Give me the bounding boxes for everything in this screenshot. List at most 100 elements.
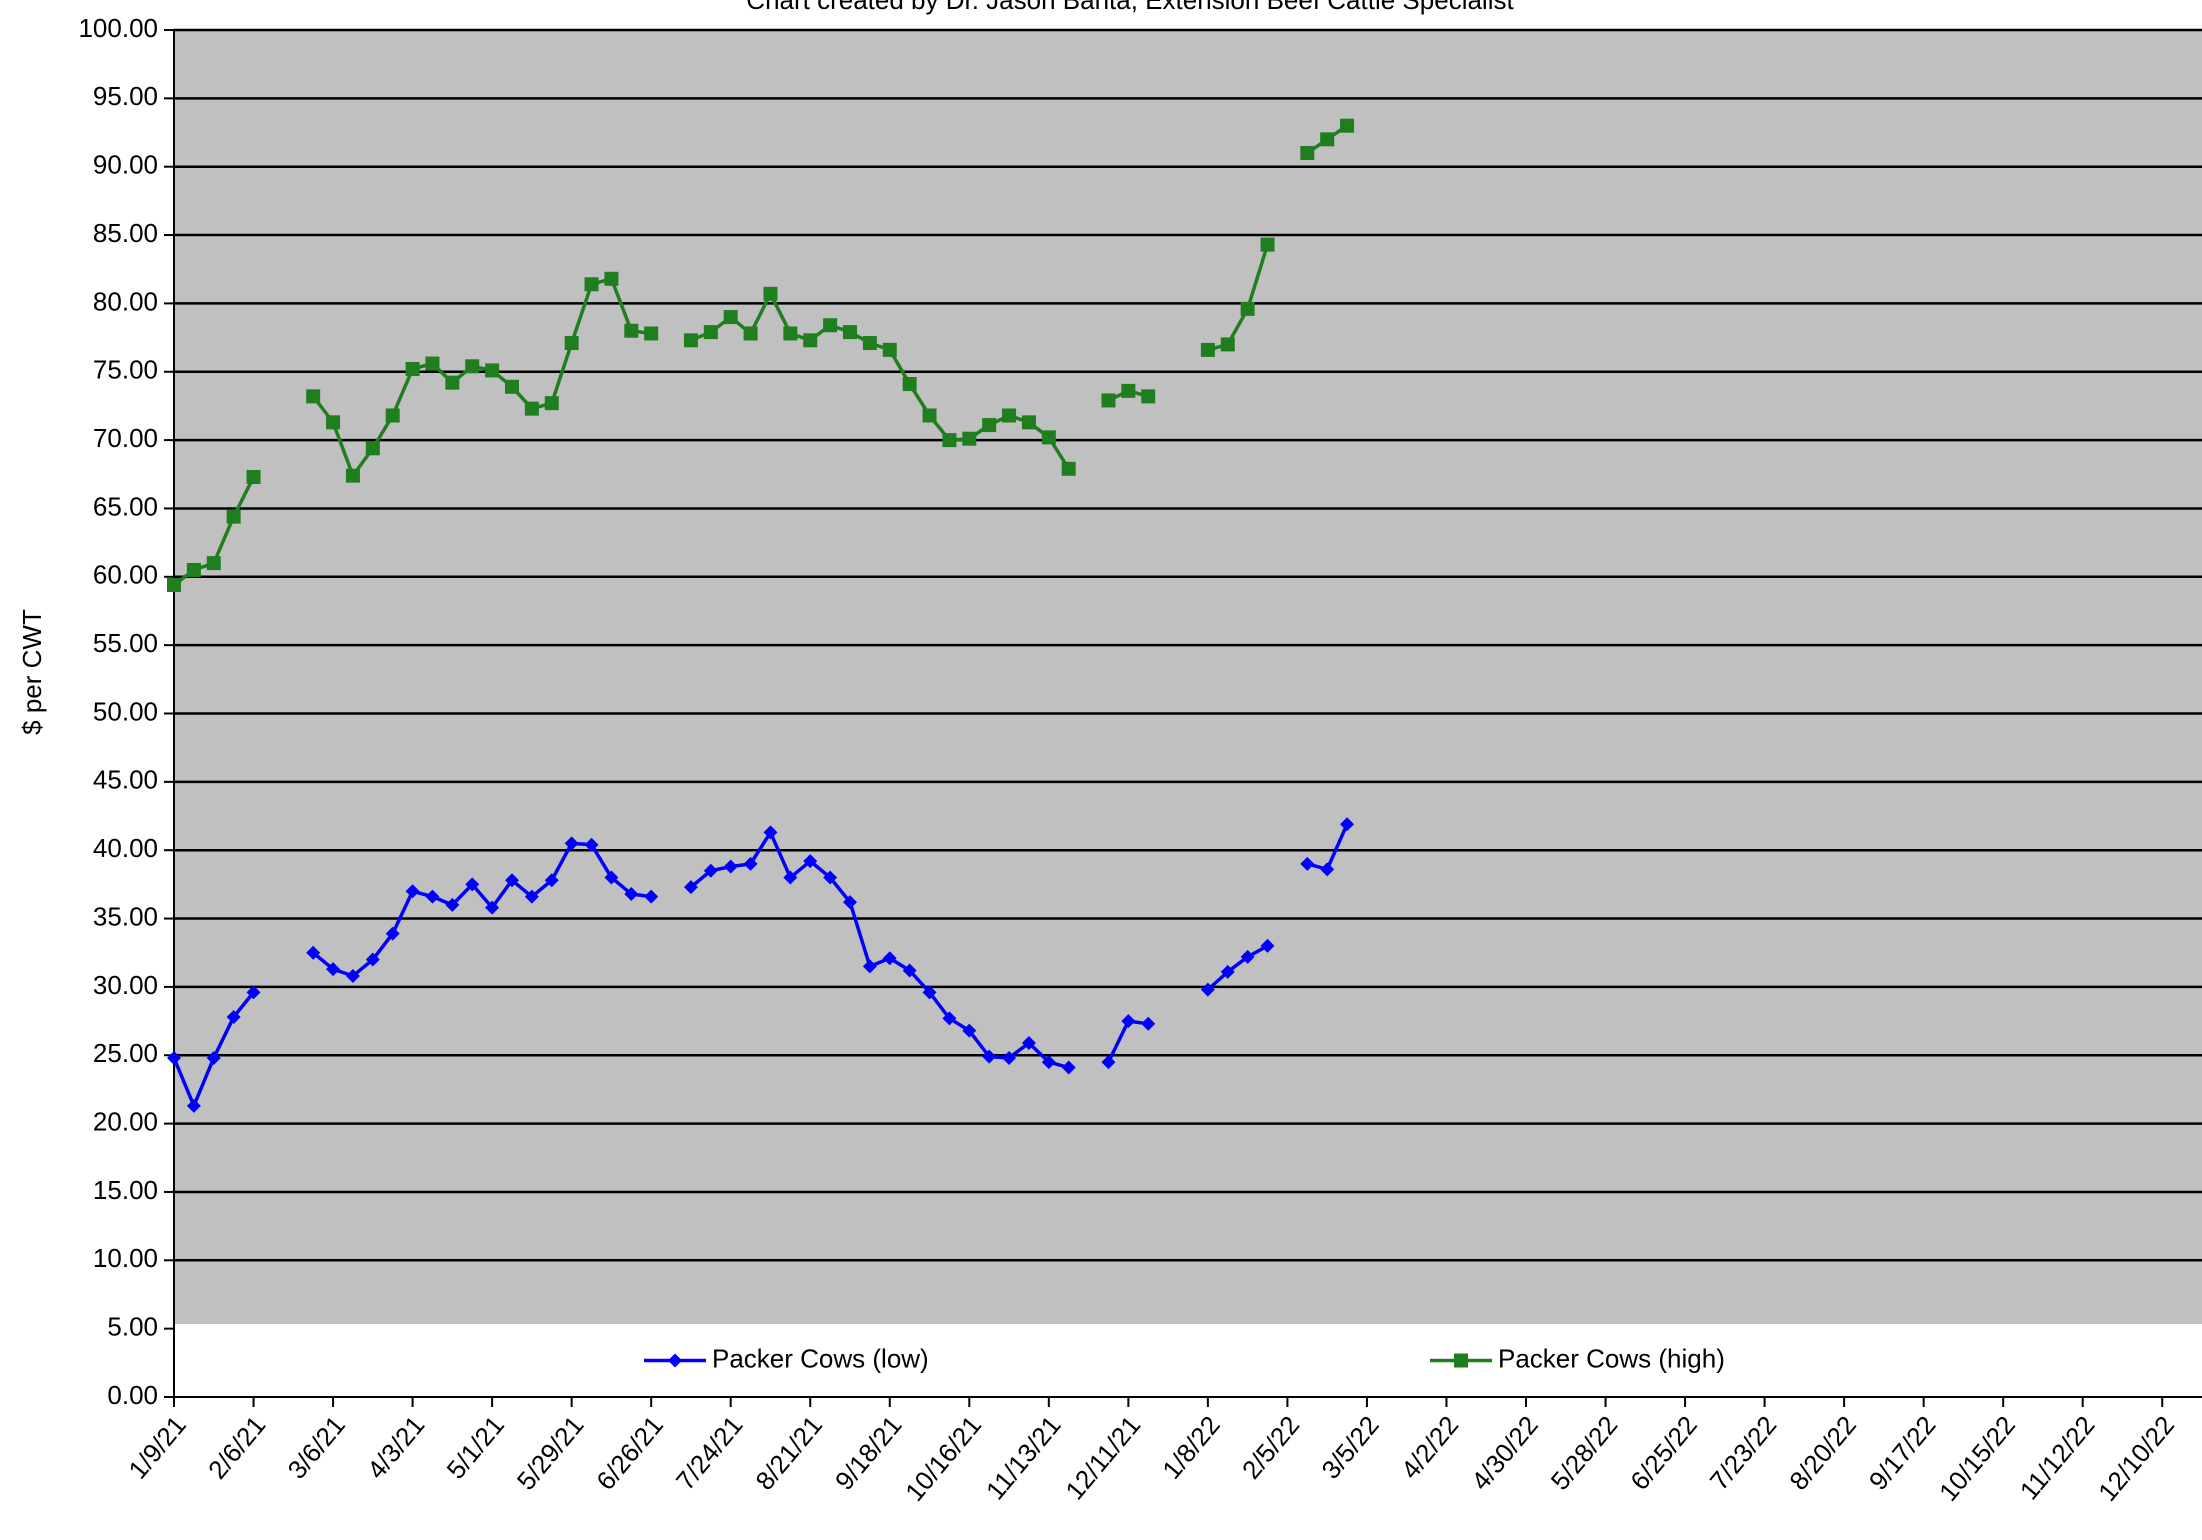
marker (1021, 1035, 1036, 1050)
marker (922, 985, 937, 1000)
marker (226, 509, 241, 524)
marker (385, 408, 400, 423)
x-tick-label: 4/2/22 (1395, 1410, 1464, 1485)
x-tick-label: 12/10/22 (2092, 1410, 2180, 1507)
marker (1061, 461, 1076, 476)
y-tick-label: 55.00 (93, 628, 158, 658)
marker (385, 926, 400, 941)
marker (922, 408, 937, 423)
marker (902, 963, 917, 978)
marker (982, 418, 997, 433)
y-tick-label: 80.00 (93, 286, 158, 316)
marker (206, 1050, 221, 1065)
marker (683, 333, 698, 348)
marker (1240, 949, 1255, 964)
marker (564, 336, 579, 351)
marker (1041, 1055, 1056, 1070)
marker (962, 1023, 977, 1038)
y-tick-label: 40.00 (93, 833, 158, 863)
marker (485, 363, 500, 378)
x-tick-label: 11/12/22 (2014, 1410, 2101, 1505)
marker (743, 326, 758, 341)
y-tick-label: 30.00 (93, 970, 158, 1000)
marker (1220, 337, 1235, 352)
x-tick-label: 4/30/22 (1465, 1410, 1544, 1496)
marker (1300, 856, 1315, 871)
marker (1340, 118, 1355, 133)
marker (1141, 389, 1156, 404)
marker (465, 877, 480, 892)
marker (902, 377, 917, 392)
marker (425, 356, 440, 371)
marker (1101, 393, 1116, 408)
x-tick-label: 6/25/22 (1624, 1410, 1703, 1496)
y-tick-label: 90.00 (93, 150, 158, 180)
marker (345, 468, 360, 483)
marker (843, 895, 857, 910)
y-tick-label: 65.00 (93, 491, 158, 521)
marker (624, 886, 639, 901)
legend-label: Packer Cows (high) (1498, 1343, 1725, 1373)
marker (1101, 1055, 1116, 1070)
marker (823, 318, 838, 333)
marker (1340, 817, 1355, 832)
marker (564, 836, 579, 851)
marker (306, 389, 321, 404)
marker (783, 326, 798, 341)
marker (445, 375, 460, 390)
marker (803, 854, 818, 869)
legend-marker (668, 1353, 682, 1368)
x-tick-label: 10/15/22 (1933, 1410, 2021, 1507)
marker (703, 863, 718, 878)
marker (962, 431, 977, 446)
marker (1320, 132, 1335, 147)
marker (465, 359, 480, 374)
x-tick-label: 7/24/21 (670, 1410, 749, 1496)
x-tick-label: 12/11/21 (1059, 1410, 1146, 1505)
x-tick-label: 11/13/21 (980, 1410, 1067, 1505)
marker (485, 900, 500, 915)
marker (882, 951, 897, 966)
legend-box (174, 1324, 2202, 1397)
marker (1041, 430, 1056, 445)
marker (1021, 415, 1036, 430)
marker (644, 889, 659, 904)
marker (405, 362, 420, 377)
marker (624, 323, 639, 338)
marker (942, 433, 957, 448)
marker (743, 856, 758, 871)
y-tick-label: 10.00 (93, 1243, 158, 1273)
marker (365, 441, 380, 456)
legend-label: Packer Cows (low) (712, 1343, 929, 1373)
x-tick-label: 8/21/21 (749, 1410, 828, 1496)
marker (862, 959, 877, 974)
x-tick-label: 9/17/22 (1863, 1410, 1942, 1496)
marker (723, 859, 738, 874)
marker (246, 470, 261, 485)
y-tick-label: 20.00 (93, 1106, 158, 1136)
x-tick-label: 9/18/21 (829, 1410, 908, 1496)
y-tick-label: 70.00 (93, 423, 158, 453)
marker (763, 825, 778, 840)
marker (186, 1098, 201, 1113)
marker (1300, 146, 1315, 161)
marker (604, 271, 619, 286)
x-tick-label: 6/26/21 (590, 1410, 669, 1496)
marker (1260, 237, 1275, 252)
y-tick-label: 15.00 (93, 1175, 158, 1205)
marker (1220, 964, 1235, 979)
marker (425, 889, 440, 904)
marker (703, 325, 718, 340)
marker (1121, 383, 1136, 398)
marker (1061, 1060, 1076, 1075)
marker (326, 415, 341, 430)
marker (544, 396, 559, 411)
marker (167, 578, 181, 593)
marker (524, 889, 539, 904)
legend-marker (1454, 1353, 1468, 1368)
marker (1200, 342, 1215, 357)
marker (1002, 408, 1017, 423)
marker (365, 952, 380, 967)
y-tick-label: 45.00 (93, 765, 158, 795)
